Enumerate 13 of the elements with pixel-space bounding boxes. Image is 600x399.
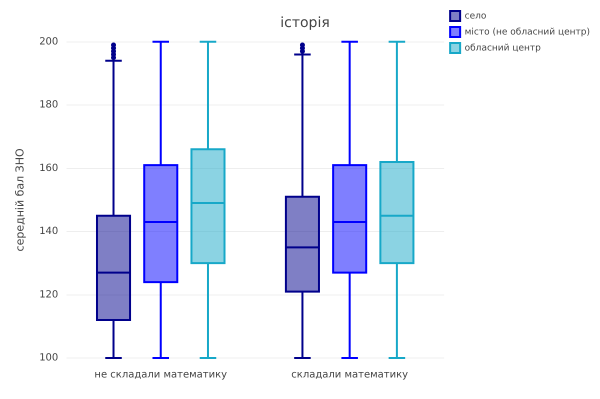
y-tick-label: 120 xyxy=(39,289,58,300)
chart-title: історія xyxy=(280,15,330,32)
legend-label: місто (не обласний центр) xyxy=(464,27,590,38)
y-axis-title: середній бал ЗНО xyxy=(13,148,26,252)
y-tick-label: 100 xyxy=(39,352,58,364)
y-tick-label: 180 xyxy=(39,100,58,111)
y-tick-label: 200 xyxy=(39,36,58,48)
x-tick-label: складали математику xyxy=(291,370,408,381)
legend-label: село xyxy=(464,11,487,22)
y-tick-label: 140 xyxy=(39,226,58,238)
y-tick-label: 160 xyxy=(39,162,58,174)
legend-label: обласний центр xyxy=(464,43,542,54)
x-tick-label: не складали математику xyxy=(94,370,228,381)
